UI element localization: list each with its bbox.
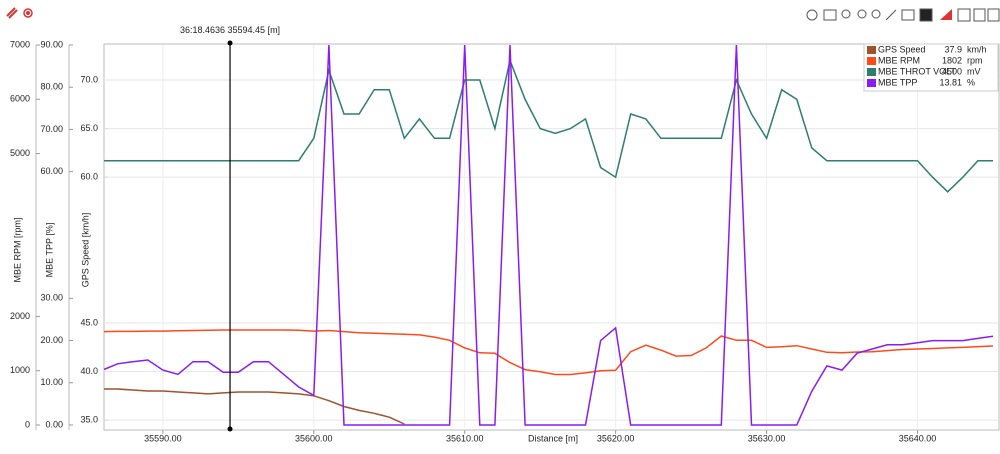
legend-swatch bbox=[867, 57, 876, 65]
y-tick-label: 10.00 bbox=[40, 377, 63, 387]
x-tick-label: 35600.00 bbox=[295, 433, 333, 443]
x-tick-label: 35590.00 bbox=[144, 433, 182, 443]
cursor-label: 36:18.4636 35594.45 [m] bbox=[180, 25, 280, 35]
legend-swatch bbox=[867, 79, 876, 87]
legend-unit: km/h bbox=[967, 44, 987, 54]
y-tick-label: 90.00 bbox=[40, 39, 63, 49]
y-axis-title: MBE TPP [%] bbox=[44, 223, 54, 278]
y-tick-label: 2000 bbox=[10, 311, 30, 321]
cursor-position: 35594.45 bbox=[228, 25, 266, 35]
fit-button[interactable] bbox=[885, 9, 897, 21]
series-line bbox=[104, 388, 405, 425]
x-tick-label: 35620.00 bbox=[597, 433, 635, 443]
series bbox=[104, 57, 993, 193]
record-button[interactable] bbox=[23, 8, 33, 18]
pen-button[interactable] bbox=[6, 7, 18, 19]
y-tick-label: 35.0 bbox=[80, 415, 98, 425]
y-tick-label: 65.0 bbox=[80, 123, 98, 133]
y-tick-label: 30.00 bbox=[40, 293, 63, 303]
x-tick-label: 35640.00 bbox=[899, 433, 937, 443]
series bbox=[104, 44, 994, 426]
legend: GPS Speed 37.9 km/h MBE RPM 1802 rpm MBE THROT… bbox=[863, 43, 999, 92]
y-tick-label: 80.00 bbox=[40, 82, 63, 92]
list-button[interactable] bbox=[901, 9, 915, 21]
cursor-handle bbox=[227, 40, 233, 46]
x-axis-title: Distance [m] bbox=[528, 433, 578, 443]
y-tick-label: 0.00 bbox=[45, 419, 63, 429]
series bbox=[104, 329, 994, 376]
range-button[interactable] bbox=[823, 9, 837, 21]
legend-unit: rpm bbox=[967, 55, 983, 65]
y-tick-label: 6000 bbox=[10, 94, 30, 104]
legend-name: MBE TPP bbox=[878, 77, 917, 87]
legend-reading: 4500 bbox=[942, 66, 962, 76]
mode-button[interactable] bbox=[919, 8, 933, 22]
series-line bbox=[104, 57, 993, 193]
legend-name: MBE RPM bbox=[878, 55, 920, 65]
y-axis-title: MBE RPM [rpm] bbox=[12, 217, 22, 282]
y-tick-label: 20.00 bbox=[40, 335, 63, 345]
record-dot bbox=[26, 11, 30, 15]
cursor-unit: [m] bbox=[268, 25, 281, 35]
stack-button[interactable] bbox=[987, 8, 1000, 22]
toolbar-right bbox=[806, 8, 1000, 22]
legend-unit: mV bbox=[967, 66, 981, 76]
legend-name: GPS Speed bbox=[878, 44, 926, 54]
cursor-time: 36:18.4636 bbox=[180, 25, 225, 35]
y-tick-label: 60.00 bbox=[40, 166, 63, 176]
x-tick-label: 35610.00 bbox=[446, 433, 484, 443]
legend-reading: 1802 bbox=[942, 55, 962, 65]
zoom-button[interactable] bbox=[841, 9, 851, 19]
cursor-handle bbox=[227, 426, 233, 432]
x-tick-label: 35630.00 bbox=[748, 433, 786, 443]
toolbar-left bbox=[6, 7, 33, 19]
y-tick-label: 60.0 bbox=[80, 172, 98, 182]
y-tick-label: 7000 bbox=[10, 39, 30, 49]
y-tick-label: 1000 bbox=[10, 365, 30, 375]
y-tick-label: 70.0 bbox=[80, 74, 98, 84]
zoom-in-button[interactable] bbox=[857, 9, 867, 19]
series-line bbox=[104, 44, 994, 426]
y-tick-label: 40.0 bbox=[80, 366, 98, 376]
y-tick-label: 45.0 bbox=[80, 317, 98, 327]
reset-button[interactable] bbox=[806, 9, 818, 21]
legend-swatch bbox=[867, 46, 876, 54]
legend-reading: 13.81 bbox=[939, 77, 962, 87]
layout-button[interactable] bbox=[957, 8, 971, 22]
legend-box bbox=[863, 43, 999, 92]
legend-swatch bbox=[867, 68, 876, 76]
series bbox=[104, 388, 405, 425]
split-button[interactable] bbox=[973, 8, 986, 22]
y-axis-title: GPS Speed [km/h] bbox=[80, 213, 90, 288]
legend-unit: % bbox=[967, 77, 975, 87]
series-line bbox=[104, 329, 994, 376]
legend-reading: 37.9 bbox=[944, 44, 962, 54]
zoom-out-button[interactable] bbox=[871, 9, 881, 19]
y-tick-label: 70.00 bbox=[40, 124, 63, 134]
y-tick-label: 5000 bbox=[10, 148, 30, 158]
legend-name: MBE THROT VOLT bbox=[878, 66, 957, 76]
y-tick-label: 0 bbox=[25, 419, 30, 429]
marker-button[interactable] bbox=[940, 9, 952, 20]
